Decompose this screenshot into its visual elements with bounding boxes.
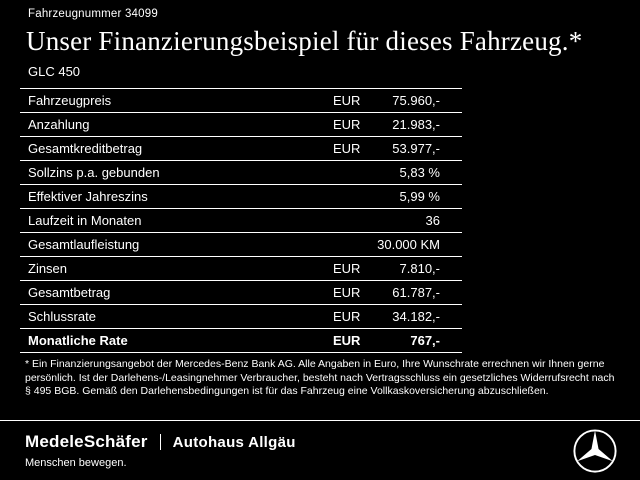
footer-divider: [0, 420, 640, 421]
table-row-gesamtkreditbetrag: Gesamtkreditbetrag EUR 53.977,-: [20, 136, 462, 160]
row-value: 30.000 KM: [377, 237, 440, 252]
row-label: Gesamtbetrag: [28, 285, 111, 300]
table-row-anzahlung: Anzahlung EUR 21.983,-: [20, 112, 462, 136]
dealer-block: MedeleSchäfer Autohaus Allgäu Menschen b…: [25, 432, 296, 469]
row-value: 21.983,-: [392, 117, 440, 132]
table-row-sollzins: Sollzins p.a. gebunden 5,83 %: [20, 160, 462, 184]
row-label: Effektiver Jahreszins: [28, 189, 148, 204]
table-row-fahrzeugpreis: Fahrzeugpreis EUR 75.960,-: [20, 88, 462, 112]
table-row-zinsen: Zinsen EUR 7.810,-: [20, 256, 462, 280]
dealer-logo-autohaus-allgaeu: Autohaus Allgäu: [172, 433, 296, 451]
table-row-effektiver-jahreszins: Effektiver Jahreszins 5,99 %: [20, 184, 462, 208]
row-value: 75.960,-: [392, 93, 440, 108]
row-currency: EUR: [333, 117, 361, 132]
vehicle-number: Fahrzeugnummer 34099: [28, 8, 158, 20]
footnote: * Ein Finanzierungsangebot der Mercedes-…: [25, 358, 615, 397]
table-row-laufzeit: Laufzeit in Monaten 36: [20, 208, 462, 232]
row-value: 5,83 %: [399, 165, 440, 180]
mercedes-star-icon: [572, 428, 618, 474]
row-value: 767,-: [410, 333, 440, 348]
row-label: Fahrzeugpreis: [28, 93, 112, 108]
row-currency: EUR: [333, 141, 361, 156]
dealer-names: MedeleSchäfer Autohaus Allgäu: [25, 432, 296, 452]
row-value: 36: [425, 213, 440, 228]
row-label: Gesamtkreditbetrag: [28, 141, 143, 156]
dealer-name-divider: [159, 434, 161, 450]
footer: MedeleSchäfer Autohaus Allgäu Menschen b…: [0, 421, 640, 480]
row-value: 34.182,-: [392, 309, 440, 324]
table-row-schlussrate: Schlussrate EUR 34.182,-: [20, 304, 462, 328]
row-currency: EUR: [333, 333, 361, 348]
row-value: 61.787,-: [392, 285, 440, 300]
row-currency: EUR: [333, 309, 361, 324]
row-currency: EUR: [333, 261, 361, 276]
row-label: Anzahlung: [28, 117, 90, 132]
table-row-monatliche-rate: Monatliche Rate EUR 767,-: [20, 328, 462, 352]
row-label: Sollzins p.a. gebunden: [28, 165, 160, 180]
row-currency: EUR: [333, 285, 361, 300]
row-value: 5,99 %: [399, 189, 440, 204]
table-row-gesamtbetrag: Gesamtbetrag EUR 61.787,-: [20, 280, 462, 304]
dealer-tagline: Menschen bewegen.: [25, 457, 127, 469]
row-value: 53.977,-: [392, 141, 440, 156]
finance-table: Fahrzeugpreis EUR 75.960,- Anzahlung EUR…: [20, 88, 462, 353]
page-title: Unser Finanzierungsbeispiel für dieses F…: [26, 26, 583, 56]
row-currency: EUR: [333, 93, 361, 108]
dealer-logo-medeleschaefer: MedeleSchäfer: [25, 432, 148, 451]
row-label: Schlussrate: [28, 309, 96, 324]
vehicle-model: GLC 450: [28, 64, 81, 79]
row-label: Zinsen: [28, 261, 68, 276]
row-label: Monatliche Rate: [28, 333, 128, 348]
table-row-gesamtlaufleistung: Gesamtlaufleistung 30.000 KM: [20, 232, 462, 256]
row-label: Gesamtlaufleistung: [28, 237, 140, 252]
row-label: Laufzeit in Monaten: [28, 213, 142, 228]
row-value: 7.810,-: [399, 261, 440, 276]
